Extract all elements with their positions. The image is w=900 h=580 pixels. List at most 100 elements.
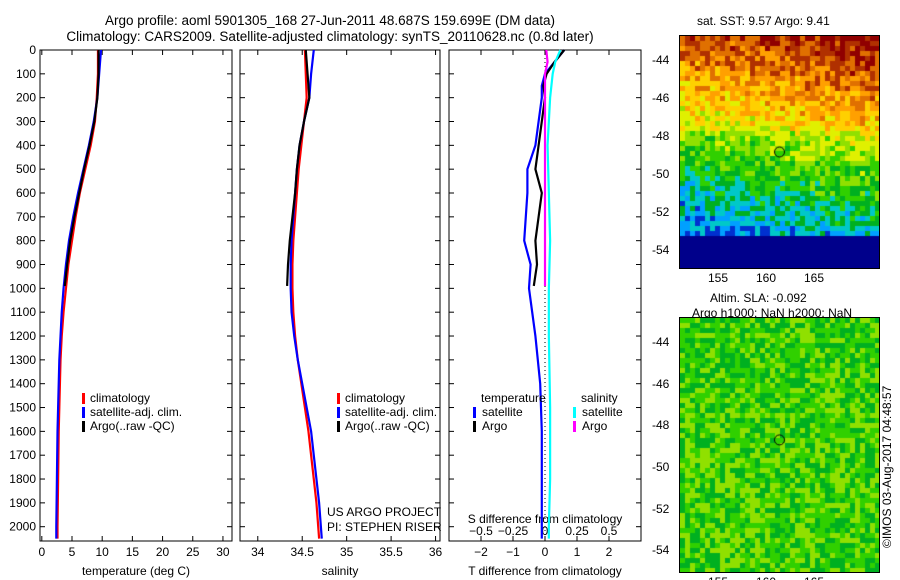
legend-label: climatology bbox=[90, 391, 150, 405]
map-lon-label: 160 bbox=[756, 271, 777, 285]
x-tick-label: 15 bbox=[126, 545, 140, 559]
depth-tick-label: 1600 bbox=[9, 424, 36, 438]
series-line-t-satellite bbox=[523, 49, 566, 539]
legend-salinity: salinity bbox=[581, 391, 618, 405]
sla-map bbox=[679, 317, 880, 573]
project-label: US ARGO PROJECT bbox=[327, 505, 442, 519]
x-tick-label: 30 bbox=[216, 545, 230, 559]
map-lat-label: -48 bbox=[652, 418, 670, 433]
depth-tick-label: 1100 bbox=[10, 305, 36, 319]
x-tick-label: 35.5 bbox=[379, 545, 403, 559]
map-lat-label: -54 bbox=[652, 243, 670, 258]
legend-temperature: temperature bbox=[481, 391, 546, 405]
legend-label: satellite bbox=[482, 405, 523, 419]
s-tick-label: 0 bbox=[542, 524, 549, 538]
x-tick-label: −2 bbox=[474, 545, 488, 559]
map-lon-label: 165 bbox=[804, 575, 824, 580]
depth-tick-label: 500 bbox=[16, 162, 36, 176]
legend-label: Argo bbox=[582, 419, 608, 433]
legend-swatch bbox=[337, 393, 340, 404]
depth-tick-label: 400 bbox=[16, 138, 36, 152]
x-axis-label: T difference from climatology bbox=[468, 564, 622, 578]
legend-swatch bbox=[337, 421, 340, 432]
map-lon-label: 160 bbox=[756, 575, 776, 580]
x-tick-label: 34.5 bbox=[291, 545, 315, 559]
depth-tick-label: 1800 bbox=[9, 472, 36, 486]
x-tick-label: 0 bbox=[38, 545, 45, 559]
imos-credit: ©IMOS 03-Aug-2017 04:48:57 bbox=[880, 385, 894, 548]
series-line-1 bbox=[289, 49, 323, 539]
series-line-2 bbox=[63, 50, 100, 287]
series-line-t-argo bbox=[532, 49, 566, 287]
map-lat-label: -52 bbox=[652, 501, 670, 516]
depth-tick-label: 1200 bbox=[9, 329, 36, 343]
depth-tick-label: 200 bbox=[16, 91, 36, 105]
x-tick-label: 20 bbox=[156, 545, 170, 559]
title-line2: Climatology: CARS2009. Satellite-adjuste… bbox=[66, 29, 594, 44]
legend-swatch bbox=[337, 407, 340, 418]
depth-tick-label: 700 bbox=[16, 210, 36, 224]
map-lat-label: -54 bbox=[652, 543, 670, 558]
legend-label: climatology bbox=[345, 391, 405, 405]
series-line-s-argo bbox=[543, 49, 549, 286]
map-lat-label: -50 bbox=[652, 459, 670, 474]
s-tick-label: 0.5 bbox=[601, 524, 618, 538]
map-lat-label: -52 bbox=[652, 205, 670, 220]
legend-swatch bbox=[82, 393, 85, 404]
sla-map-title: Altim. SLA: -0.092 bbox=[710, 291, 807, 305]
plot-frame bbox=[239, 49, 441, 542]
legend-label: Argo(..raw -QC) bbox=[90, 419, 175, 433]
s-axis-label: S difference from climatology bbox=[468, 512, 623, 526]
x-tick-label: −1 bbox=[506, 545, 520, 559]
depth-tick-label: 1700 bbox=[9, 448, 36, 462]
depth-tick-label: 1500 bbox=[9, 401, 36, 415]
s-tick-label: −0.25 bbox=[498, 524, 529, 538]
map-lat-label: -48 bbox=[652, 129, 670, 144]
x-tick-label: 34 bbox=[251, 545, 265, 559]
map-lon-label: 165 bbox=[804, 271, 825, 285]
x-tick-label: 2 bbox=[606, 545, 613, 559]
legend-swatch bbox=[473, 421, 476, 432]
map-lat-label: -46 bbox=[652, 91, 670, 106]
depth-tick-label: 1300 bbox=[9, 353, 36, 367]
x-tick-label: 35 bbox=[340, 545, 354, 559]
series-line-s-satellite bbox=[546, 49, 562, 539]
sla-map-subtitle: Argo h1000: NaN h2000: NaN bbox=[692, 306, 853, 320]
s-tick-label: 0.25 bbox=[565, 524, 589, 538]
x-axis-label: salinity bbox=[322, 564, 359, 578]
depth-tick-label: 0 bbox=[29, 43, 36, 57]
legend-swatch bbox=[82, 407, 85, 418]
legend-label: Argo bbox=[482, 419, 508, 433]
x-tick-label: 25 bbox=[186, 545, 200, 559]
pi-label: PI: STEPHEN RISER bbox=[327, 520, 442, 534]
title-line1: Argo profile: aoml 5901305_168 27-Jun-20… bbox=[104, 13, 556, 28]
legend-swatch bbox=[473, 407, 476, 418]
legend-swatch bbox=[573, 407, 576, 418]
legend-swatch bbox=[573, 421, 576, 432]
map-lon-label: 155 bbox=[708, 575, 728, 580]
depth-tick-label: 100 bbox=[16, 67, 36, 81]
s-tick-label: −0.5 bbox=[469, 524, 493, 538]
x-tick-label: 0 bbox=[542, 545, 549, 559]
depth-tick-label: 600 bbox=[16, 186, 36, 200]
sst-map bbox=[679, 35, 880, 269]
profile-plots: 0100200300400500600700800900100011001200… bbox=[9, 43, 642, 578]
legend-label: satellite-adj. clim. bbox=[345, 405, 437, 419]
map-lat-label: -46 bbox=[652, 376, 670, 391]
depth-tick-label: 800 bbox=[16, 234, 36, 248]
legend-swatch bbox=[82, 421, 85, 432]
depth-tick-label: 1900 bbox=[9, 496, 36, 510]
series-line-2 bbox=[286, 49, 311, 287]
x-tick-label: 5 bbox=[69, 545, 76, 559]
map-lon-label: 155 bbox=[708, 271, 729, 285]
sst-map-title: sat. SST: 9.57 Argo: 9.41 bbox=[697, 14, 830, 28]
depth-tick-label: 900 bbox=[16, 258, 36, 272]
plot-frame bbox=[39, 49, 233, 542]
x-tick-label: 1 bbox=[574, 545, 581, 559]
depth-tick-label: 300 bbox=[16, 115, 36, 129]
depth-tick-label: 1000 bbox=[9, 281, 36, 295]
x-tick-label: 36 bbox=[429, 545, 443, 559]
depth-tick-label: 1400 bbox=[9, 377, 36, 391]
map-lat-label: -44 bbox=[652, 53, 670, 67]
